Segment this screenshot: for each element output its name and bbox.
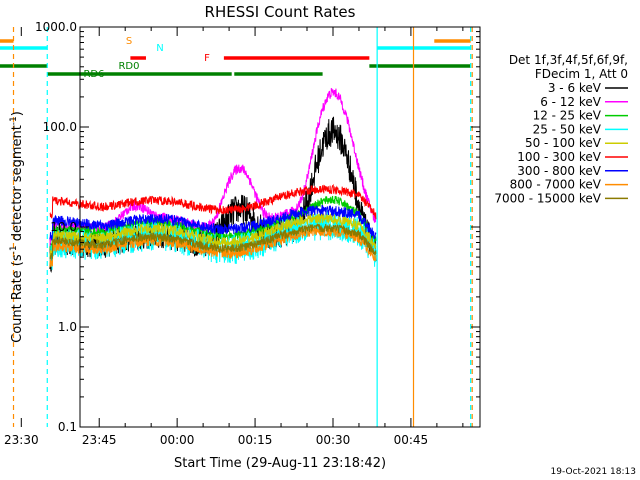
state-bars: S N F RD0 RD6 [0,36,471,80]
legend-entry-label: 12 - 25 keV [533,109,602,123]
state-bar-label: F [204,53,210,64]
series-line [49,183,377,220]
y-axis-label-main: Count Rate (s [10,254,25,343]
series-layer [49,88,377,273]
vertical-markers [12,27,473,427]
y-tick-label: 10.0 [50,220,77,234]
x-tick-label: 00:00 [160,433,195,447]
legend-entry-label: 25 - 50 keV [533,122,602,136]
state-bar-label: RD0 [118,61,139,72]
legend-entry-label: 800 - 7000 keV [510,178,602,192]
chart-title: RHESSI Count Rates [205,3,356,21]
x-tick-label: 00:45 [394,433,429,447]
footer-timestamp: 19-Oct-2021 18:13 [551,467,636,477]
series-line [49,204,377,241]
y-tick-label: 1.0 [58,320,77,334]
y-axis-label-end: ) [10,111,25,116]
legend: Det 1f,3f,4f,5f,6f,9f, FDecim 1, Att 0 3… [494,53,628,205]
y-axis-label: Count Rate (s-1 detector segment-1) [9,111,25,343]
series-line [49,223,377,259]
axes: 0.1 1.0 10.0 100.0 1000.0 23:30 23:45 00:00 00:1… [4,20,480,447]
x-tick-label: 00:30 [316,433,351,447]
x-tick-label: 00:15 [238,433,273,447]
state-bar-label: S [126,36,132,47]
legend-header-2: FDecim 1, Att 0 [535,67,628,81]
state-bar-label: RD6 [83,69,104,80]
y-tick-label: 1000.0 [35,20,77,34]
legend-entry-label: 100 - 300 keV [517,150,601,164]
legend-entry-label: 3 - 6 keV [548,81,602,95]
x-axis-label: Start Time (29-Aug-11 23:18:42) [174,456,386,471]
x-tick-label: 23:30 [4,433,39,447]
legend-entry-label: 7000 - 15000 keV [494,191,601,205]
x-tick-label: 23:45 [82,433,117,447]
legend-entry-label: 50 - 100 keV [525,136,602,150]
y-axis-label-sup2: -1 [9,116,19,125]
legend-entry-label: 6 - 12 keV [540,95,602,109]
legend-header-1: Det 1f,3f,4f,5f,6f,9f, [509,53,628,67]
y-tick-label: 0.1 [58,420,77,434]
series-line [49,195,377,250]
state-bar-label: N [156,43,163,54]
y-axis-label-middle: detector segment [10,125,25,245]
y-tick-label: 100.0 [43,120,77,134]
legend-entry-label: 300 - 800 keV [517,164,601,178]
y-axis-label-sup1: -1 [9,245,19,254]
series-line [49,213,377,257]
